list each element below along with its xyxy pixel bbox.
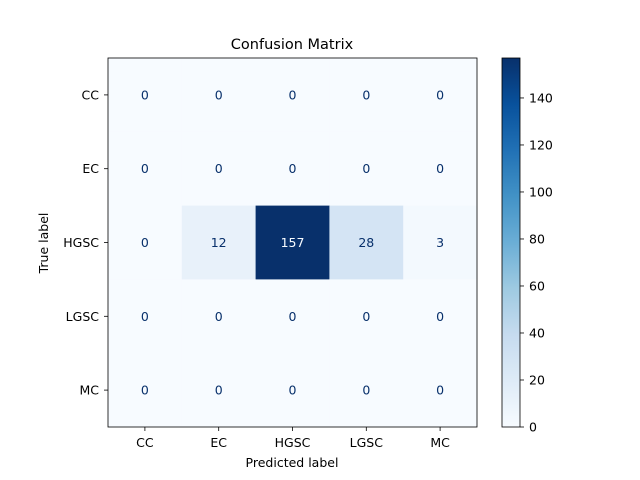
cell-value-label: 0	[362, 309, 370, 324]
matrix-cell	[403, 131, 478, 206]
y-tick-label: MC	[79, 383, 99, 398]
cell-value-label: 0	[141, 309, 149, 324]
matrix-cell	[255, 205, 330, 280]
colorbar-tick-label: 20	[529, 372, 545, 387]
y-tick-label: HGSC	[63, 235, 99, 250]
matrix-cell-labels: 0 0 0 0 0 0 0 0 0 0 0 12 157 28 3 0 0 0 0 0 0 0 0 0 0	[141, 87, 444, 397]
matrix-cell	[403, 279, 478, 354]
colorbar-tick-label: 80	[529, 231, 545, 246]
cell-value-label: 0	[289, 87, 297, 102]
cell-value-label: 157	[281, 235, 305, 250]
cell-value-label: 0	[141, 87, 149, 102]
cell-value-label: 0	[436, 383, 444, 398]
matrix-cell	[181, 131, 256, 206]
cell-value-label: 0	[215, 309, 223, 324]
cell-value-label: 0	[436, 87, 444, 102]
x-tick-label: CC	[136, 435, 154, 450]
matrix-cell	[108, 279, 183, 354]
matrix-cell	[329, 58, 404, 133]
matrix-cell	[329, 205, 404, 280]
matrix-cell	[108, 353, 183, 428]
matrix-cell	[108, 131, 183, 206]
colorbar-tick-label: 120	[529, 137, 553, 152]
matrix-cell	[255, 279, 330, 354]
colorbar-tick-label: 100	[529, 184, 553, 199]
cell-value-label: 0	[141, 383, 149, 398]
colorbar-tick-label: 140	[529, 90, 553, 105]
y-axis-label: True label	[36, 213, 51, 275]
cell-value-label: 12	[211, 235, 227, 250]
cell-value-label: 0	[362, 383, 370, 398]
matrix-cell	[329, 279, 404, 354]
y-tick-label: LGSC	[66, 309, 100, 324]
cell-value-label: 0	[362, 161, 370, 176]
colorbar	[501, 57, 521, 428]
matrix-cell	[403, 58, 478, 133]
colorbar-tick-label: 0	[529, 420, 537, 435]
x-tick-label: MC	[430, 435, 450, 450]
x-tick-label: EC	[210, 435, 227, 450]
y-tick-label: CC	[82, 87, 100, 102]
cell-value-label: 0	[436, 309, 444, 324]
y-tick-label: EC	[82, 161, 99, 176]
matrix-cell	[329, 353, 404, 428]
cell-value-label: 0	[141, 161, 149, 176]
matrix-cell	[108, 205, 183, 280]
matrix-cell	[255, 58, 330, 133]
cell-value-label: 0	[215, 87, 223, 102]
matrix-cell	[255, 131, 330, 206]
matrix-cell	[181, 353, 256, 428]
y-axis-ticks: CC EC HGSC LGSC MC	[63, 87, 108, 398]
colorbar-tick-label: 40	[529, 325, 545, 340]
cell-value-label: 0	[141, 235, 149, 250]
matrix-cells	[108, 58, 478, 428]
matrix-cell	[403, 353, 478, 428]
cell-value-label: 0	[436, 161, 444, 176]
chart-title: Confusion Matrix	[231, 37, 354, 53]
matrix-cell	[181, 205, 256, 280]
x-axis-label: Predicted label	[246, 455, 339, 470]
cell-value-label: 0	[289, 161, 297, 176]
cell-value-label: 0	[362, 87, 370, 102]
matrix-cell	[403, 205, 478, 280]
cell-value-label: 0	[289, 309, 297, 324]
colorbar-tick-label: 60	[529, 278, 545, 293]
x-tick-label: HGSC	[275, 435, 311, 450]
cell-value-label: 28	[358, 235, 374, 250]
x-tick-label: LGSC	[350, 435, 384, 450]
cell-value-label: 0	[289, 383, 297, 398]
matrix-cell	[329, 131, 404, 206]
x-axis-ticks: CC EC HGSC LGSC MC	[136, 427, 450, 450]
matrix-cell	[255, 353, 330, 428]
matrix-cell	[108, 58, 183, 133]
colorbar-ticks: 0 20 40 60 80 100 120 140	[520, 90, 553, 435]
cell-value-label: 0	[215, 161, 223, 176]
cell-value-label: 3	[436, 235, 444, 250]
matrix-cell	[181, 279, 256, 354]
matrix-cell	[181, 58, 256, 133]
cell-value-label: 0	[215, 383, 223, 398]
